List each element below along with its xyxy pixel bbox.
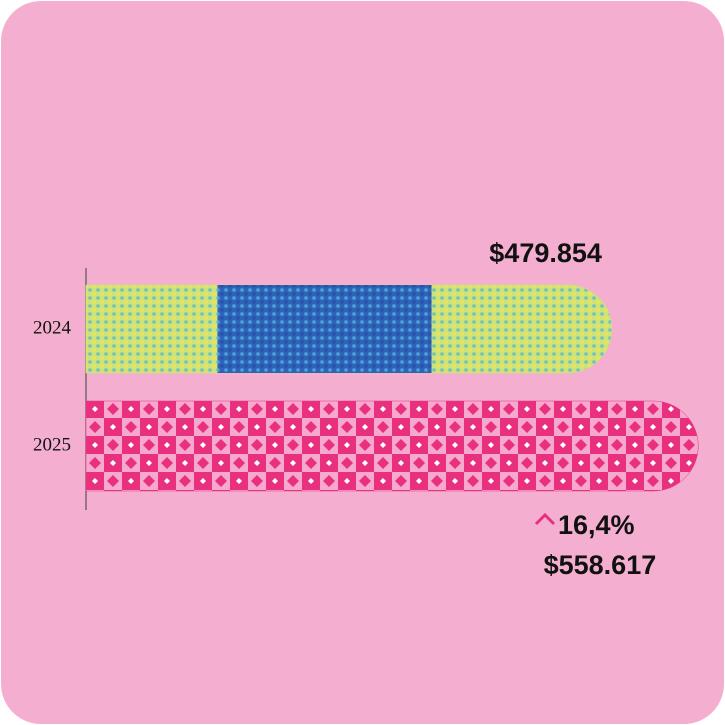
- annotation: 16,4%: [558, 510, 635, 540]
- bar-texture: [217, 285, 432, 373]
- bar: [85, 400, 699, 492]
- growth-icon: [534, 512, 556, 526]
- value-label: $479.854: [489, 238, 602, 268]
- value-label: $558.617: [544, 550, 657, 580]
- y-tick-label: 2024: [33, 317, 72, 338]
- y-tick-label: 2025: [33, 434, 71, 455]
